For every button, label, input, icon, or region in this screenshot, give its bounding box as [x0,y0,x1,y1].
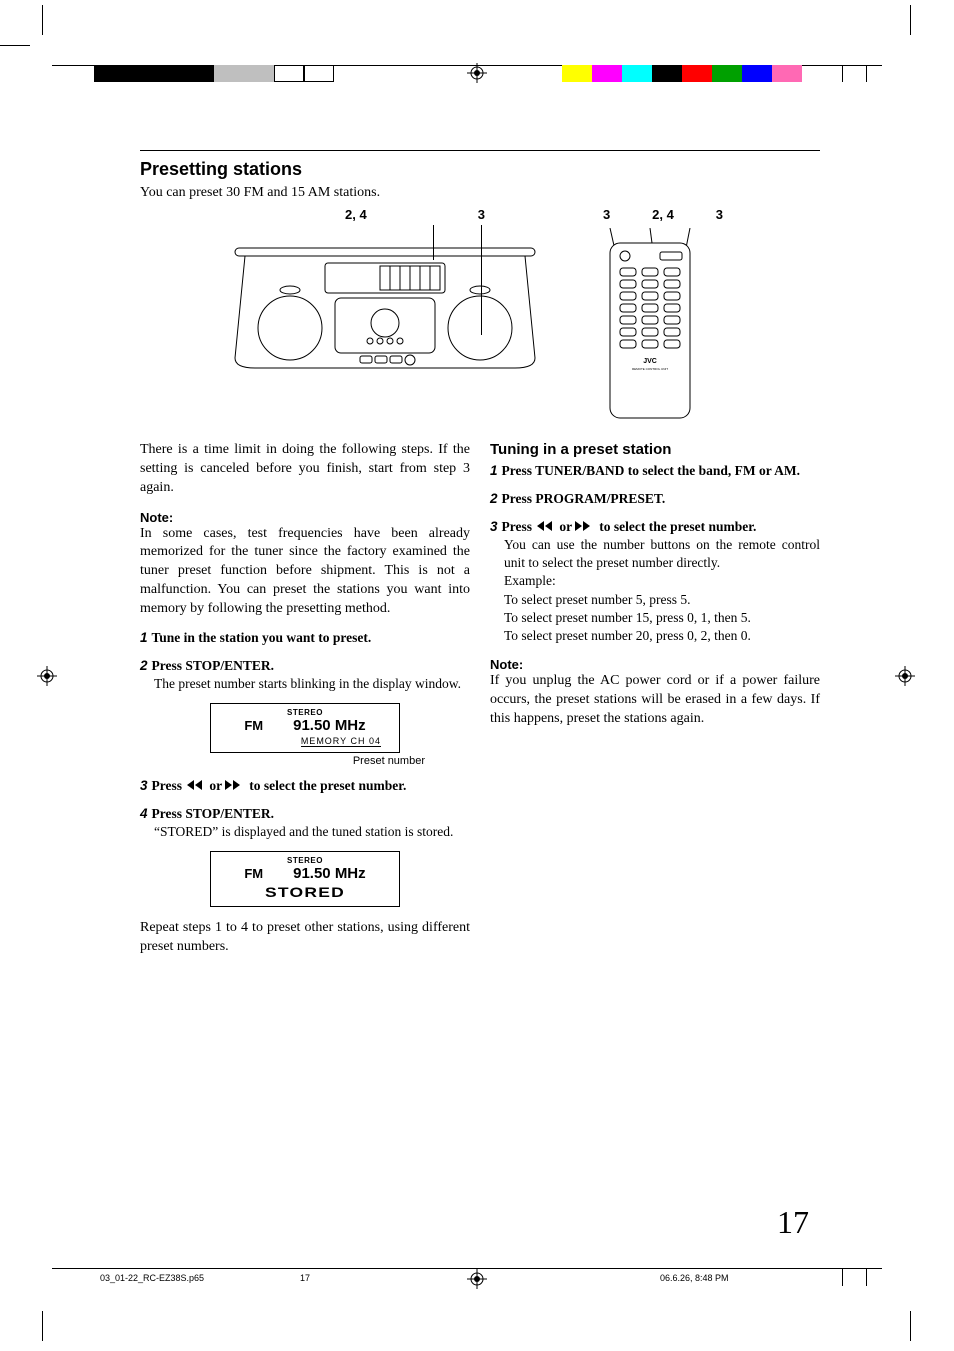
footer: 03_01-22_RC-EZ38S.p65 17 06.6.26, 8:48 P… [100,1273,860,1283]
next-track-icon [225,780,245,790]
step-number: 1 [140,630,148,645]
footer-timestamp: 06.6.26, 8:48 PM [660,1273,860,1283]
svg-text:JVC: JVC [643,358,657,365]
r-note-heading: Note: [490,657,820,672]
lcd-stereo: STEREO [219,708,391,717]
step-number: 4 [140,806,148,821]
example-3: To select preset number 20, press 0, 2, … [504,627,820,645]
crop-mark [910,5,911,35]
step-text: Press PROGRAM/PRESET. [502,491,666,506]
page-body: Presetting stations You can preset 30 FM… [140,150,820,957]
step-text-b: or [559,519,575,534]
callout-3: 3 [478,207,485,222]
left-column: There is a time limit in doing the follo… [140,441,470,957]
lcd-stored: STORED [198,884,413,900]
diagram-row: 2, 4 3 [140,207,820,433]
step-number: 3 [490,519,498,534]
lcd-stereo: STEREO [219,856,391,865]
lcd-frequency: 91.50 MHz [293,717,366,734]
r-step-1: 1 Press TUNER/BAND to select the band, F… [490,462,820,480]
step-text-a: Press [502,519,536,534]
r-step-3-body: You can use the number buttons on the re… [504,536,820,572]
example-1: To select preset number 5, press 5. [504,591,820,609]
step-text-c: to select the preset number. [249,778,406,793]
svg-text:REMOTE CONTROL UNIT: REMOTE CONTROL UNIT [632,367,668,371]
page-number: 17 [777,1204,809,1241]
step-text-c: to select the preset number. [599,519,756,534]
intro-text: You can preset 30 FM and 15 AM stations. [140,184,820,203]
step-number: 2 [490,491,498,506]
crop-mark [866,65,867,82]
remote-callout-3b: 3 [716,207,723,222]
repeat-text: Repeat steps 1 to 4 to preset other stat… [140,919,470,957]
step-text: Press STOP/ENTER. [152,658,275,673]
step-text-a: Press [152,778,186,793]
step-4-body: “STORED” is displayed and the tuned stat… [154,823,470,841]
right-column: Tuning in a preset station 1 Press TUNER… [490,441,820,957]
lcd-display-memory: STEREO FM 91.50 MHz MEMORY CH 04 [210,703,400,753]
columns: There is a time limit in doing the follo… [140,441,820,957]
lcd-memory-row: MEMORY CH 04 [301,736,381,747]
right-strip [562,65,802,82]
prev-track-icon [185,780,205,790]
remote-diagram: 3 2, 4 3 JVC [595,207,735,433]
r-step-2: 2 Press PROGRAM/PRESET. [490,490,820,508]
example-2: To select preset number 15, press 0, 1, … [504,609,820,627]
r-step-3: 3 Press or to select the preset number. [490,518,820,536]
boombox-svg [225,228,545,378]
registration-mark-icon [37,666,57,686]
step-3: 3 Press or to select the preset number. [140,777,470,795]
crop-mark [842,65,843,82]
example-label: Example: [504,572,820,590]
crop-mark [866,1269,867,1286]
step-number: 2 [140,658,148,673]
lcd-band: FM [244,866,263,881]
lcd-frequency: 91.50 MHz [293,865,366,882]
time-limit-para: There is a time limit in doing the follo… [140,441,470,498]
step-text: Tune in the station you want to preset. [152,630,372,645]
step-text-b: or [209,778,225,793]
registration-mark-icon [895,666,915,686]
preset-number-caption: Preset number [175,755,435,767]
step-number: 1 [490,463,498,478]
next-track-icon [575,521,595,531]
step-text: Press STOP/ENTER. [152,806,275,821]
lcd-band: FM [244,718,263,733]
remote-svg: JVC REMOTE CONTROL UNIT [595,228,705,428]
crop-mark [42,5,43,35]
note-heading: Note: [140,510,470,525]
prev-track-icon [535,521,555,531]
step-4: 4 Press STOP/ENTER. [140,805,470,823]
left-strip [94,65,334,82]
footer-filename: 03_01-22_RC-EZ38S.p65 [100,1273,300,1283]
note-body: In some cases, test frequencies have bee… [140,525,470,619]
tuning-title: Tuning in a preset station [490,441,820,458]
callout-2-4: 2, 4 [345,207,367,222]
callout-line [433,225,434,260]
step-2: 2 Press STOP/ENTER. [140,657,470,675]
crop-mark [42,1311,43,1341]
callout-line [481,225,482,335]
printer-marks-top [0,65,954,85]
r-note-body: If you unplug the AC power cord or if a … [490,672,820,729]
footer-page: 17 [300,1273,500,1283]
step-2-body: The preset number starts blinking in the… [154,675,470,693]
crop-mark [910,1311,911,1341]
step-number: 3 [140,778,148,793]
crop-mark [0,45,30,46]
step-1: 1 Tune in the station you want to preset… [140,629,470,647]
remote-callout-3: 3 [603,207,610,222]
step-text: Press TUNER/BAND to select the band, FM … [502,463,800,478]
lcd-display-stored: STEREO FM 91.50 MHz STORED [210,851,400,907]
divider [140,150,820,151]
remote-callout-2-4: 2, 4 [652,207,674,222]
boombox-diagram: 2, 4 3 [225,207,545,433]
registration-mark-icon [467,63,487,83]
section-title: Presetting stations [140,159,820,180]
